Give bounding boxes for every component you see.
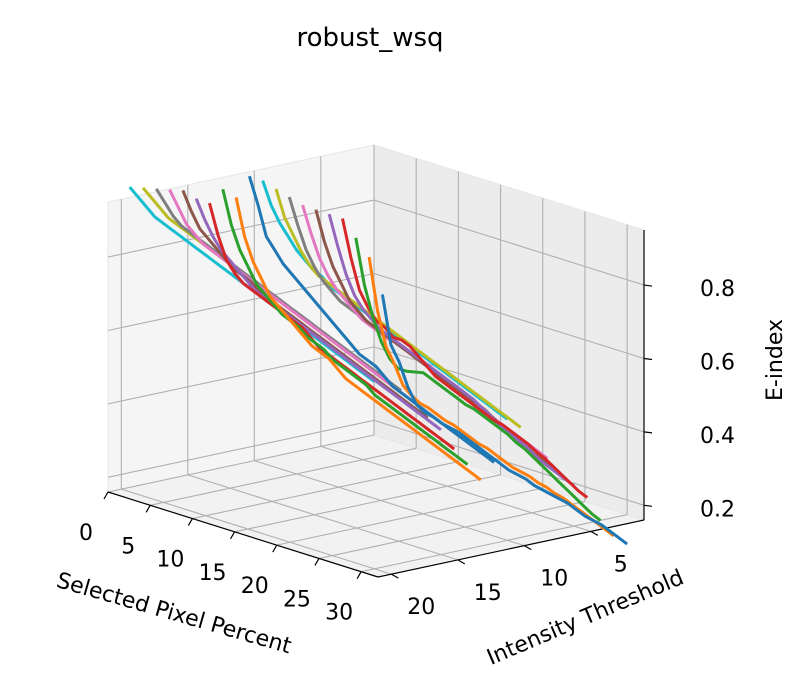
y-tick-label: 5	[614, 552, 628, 577]
x-tick-mark	[272, 544, 278, 553]
y-floor-gridline	[121, 488, 392, 575]
tick-labels: 0 5 10 15 20 25 30 5 10 15 20 0.2 0.4 0.6 0.8	[79, 277, 735, 626]
series-line-threshold-15	[194, 198, 442, 431]
y-floor-gridline	[254, 460, 525, 547]
axis-lines	[103, 230, 653, 579]
chart-title: robust_wsq	[296, 23, 443, 53]
z-tick-mark	[643, 284, 653, 287]
y-tick-label: 10	[540, 567, 568, 592]
x-tick-mark	[314, 558, 320, 566]
axes-panes	[106, 144, 646, 578]
z-tick-label: 0.6	[700, 350, 735, 375]
z-tick-mark	[643, 357, 653, 361]
z-left-gridline	[107, 199, 375, 258]
y-tick-mark	[457, 559, 466, 565]
y-tick-mark	[391, 573, 399, 579]
z-tick-label: 0.8	[700, 277, 735, 302]
x-floor-gridline	[150, 447, 417, 506]
z-axis-label: E-index	[763, 319, 788, 401]
x-tick-label: 10	[156, 548, 184, 573]
x-floor-gridline	[276, 487, 543, 546]
x-tick-mark	[187, 518, 193, 526]
z-right-gridline	[373, 199, 645, 286]
y-tick-label: 20	[407, 595, 435, 620]
series-line-threshold-1	[380, 294, 629, 546]
x-tick-mark	[145, 504, 151, 513]
series-line-threshold-13	[221, 188, 469, 466]
z-tick-mark	[643, 504, 653, 507]
y-tick-mark	[524, 545, 532, 551]
z-right-gridline	[373, 272, 645, 360]
z-tick-label: 0.2	[700, 497, 735, 522]
z-tick-mark	[643, 431, 653, 434]
x-tick-label: 30	[325, 601, 353, 626]
series-line-threshold-12	[234, 197, 482, 482]
x-tick-label: 0	[79, 521, 93, 546]
y-floor-gridline	[320, 445, 591, 532]
z-left-gridline	[107, 419, 375, 478]
series-line-threshold-11	[247, 175, 496, 464]
series-line-threshold-4	[341, 218, 589, 499]
series-line-threshold-17	[168, 188, 416, 404]
x-tick-label: 5	[121, 534, 135, 559]
y-axis-label: Intensity Threshold	[483, 565, 687, 671]
x-tick-label: 25	[283, 587, 311, 612]
x-tick-label: 15	[199, 561, 227, 586]
x-floor-gridline	[318, 500, 586, 559]
series-line-threshold-5	[327, 213, 575, 487]
x-floor-gridline	[234, 474, 501, 533]
x-axis-line	[107, 491, 379, 578]
x-tick-mark	[103, 491, 109, 500]
x-floor-gridline	[107, 434, 375, 493]
x-tick-mark	[356, 571, 362, 579]
x-floor-gridline	[361, 514, 628, 573]
y-tick-label: 15	[474, 581, 502, 606]
y-axis-line	[377, 519, 645, 578]
y-floor-gridline	[187, 474, 458, 561]
x-tick-label: 20	[241, 574, 269, 599]
x-floor-gridline	[192, 461, 459, 520]
z-tick-label: 0.4	[700, 424, 735, 449]
left-back-pane	[107, 144, 375, 493]
x-tick-mark	[230, 531, 236, 540]
series-line-threshold-9	[274, 188, 522, 429]
y-tick-mark	[590, 530, 599, 536]
series-lines	[128, 175, 629, 546]
